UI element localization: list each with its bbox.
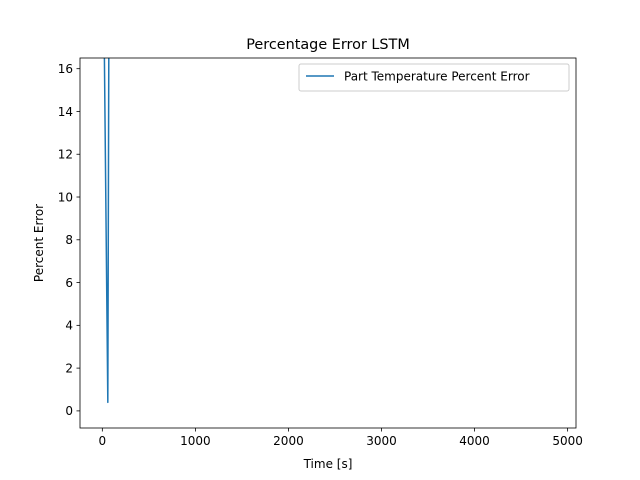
x-tick-label: 0 <box>99 434 107 448</box>
y-tick-label: 8 <box>65 233 73 247</box>
y-tick-label: 10 <box>58 190 73 204</box>
y-axis-ticks: 0 2 4 6 8 10 12 14 16 <box>58 62 80 418</box>
series-line <box>103 58 110 404</box>
y-tick-label: 4 <box>65 319 73 333</box>
y-axis-label: Percent Error <box>32 204 46 282</box>
legend-label: Part Temperature Percent Error <box>344 70 530 84</box>
y-tick-label: 2 <box>65 361 73 375</box>
legend-box <box>298 63 570 92</box>
y-tick-label: 0 <box>65 404 73 418</box>
chart-title: Percentage Error LSTM <box>246 37 410 53</box>
y-tick-label: 16 <box>58 62 73 76</box>
x-tick-label: 4000 <box>459 434 490 448</box>
x-tick-label: 3000 <box>366 434 397 448</box>
y-tick-label: 14 <box>58 105 73 119</box>
x-axis-ticks: 0 1000 2000 3000 4000 5000 <box>99 428 583 448</box>
y-tick-label: 12 <box>58 148 73 162</box>
x-tick-label: 1000 <box>180 434 211 448</box>
x-tick-label: 5000 <box>552 434 583 448</box>
x-tick-label: 2000 <box>273 434 304 448</box>
legend: Part Temperature Percent Error <box>298 63 570 92</box>
plot-area-frame <box>79 57 577 429</box>
y-tick-label: 6 <box>65 276 73 290</box>
series-layer <box>103 58 110 404</box>
x-axis-label: Time [s] <box>303 457 353 471</box>
